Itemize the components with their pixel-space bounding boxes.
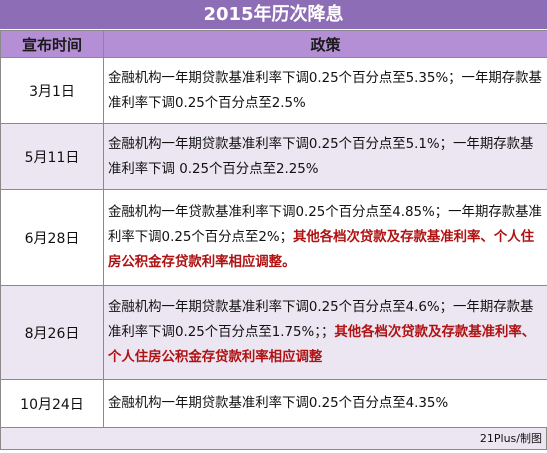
row-date: 8月26日 — [0, 285, 104, 380]
header-policy: 政策 — [103, 30, 547, 58]
header-row: 宣布时间 政策 — [0, 30, 547, 58]
row-date: 6月28日 — [0, 189, 104, 286]
policy-text: 金融机构一年期贷款基准利率下调0.25个百分点至5.1%；一年期存款基准利率下调… — [108, 136, 534, 177]
table-row: 6月28日 金融机构一年贷款基准利率下调0.25个百分点至4.85%；一年期存款… — [0, 189, 547, 286]
table-row: 5月11日 金融机构一年期贷款基准利率下调0.25个百分点至5.1%；一年期存款… — [0, 123, 547, 190]
credit-footer: 21Plus/制图 — [0, 428, 547, 450]
policy-text: 金融机构一年期贷款基准利率下调0.25个百分点至5.35%；一年期存款基准利率下… — [108, 70, 542, 111]
row-date: 3月1日 — [0, 57, 104, 124]
table-row: 10月24日 金融机构一年期贷款基准利率下调0.25个百分点至4.35% — [0, 379, 547, 428]
row-date: 10月24日 — [0, 379, 104, 428]
policy-text: 金融机构一年期贷款基准利率下调0.25个百分点至4.35% — [108, 396, 449, 411]
rate-cut-table: 宣布时间 政策 3月1日 金融机构一年期贷款基准利率下调0.25个百分点至5.3… — [0, 30, 547, 428]
row-policy: 金融机构一年期贷款基准利率下调0.25个百分点至5.35%；一年期存款基准利率下… — [103, 57, 547, 124]
row-policy: 金融机构一年期贷款基准利率下调0.25个百分点至4.35% — [103, 379, 547, 428]
table-row: 8月26日 金融机构一年期贷款基准利率下调0.25个百分点至4.6%；一年期存款… — [0, 285, 547, 380]
row-policy: 金融机构一年期贷款基准利率下调0.25个百分点至5.1%；一年期存款基准利率下调… — [103, 123, 547, 190]
row-date: 5月11日 — [0, 123, 104, 190]
header-date: 宣布时间 — [0, 30, 104, 58]
row-policy: 金融机构一年期贷款基准利率下调0.25个百分点至4.6%；一年期存款基准利率下调… — [103, 285, 547, 380]
table-row: 3月1日 金融机构一年期贷款基准利率下调0.25个百分点至5.35%；一年期存款… — [0, 57, 547, 124]
table-title: 2015年历次降息 — [0, 0, 547, 30]
policy-text: 金融机构一年期贷款基准利率下调0.25个百分点至4.6%；一年期存款基准利率下调… — [108, 300, 534, 340]
policy-text: 金融机构一年贷款基准利率下调0.25个百分点至4.85%；一年期存款基准利率下调… — [108, 205, 542, 245]
row-policy: 金融机构一年贷款基准利率下调0.25个百分点至4.85%；一年期存款基准利率下调… — [103, 189, 547, 286]
policy-highlight: 其他各档次贷款及存款基准利率、个人住房公积金存贷款利率相应调整 — [108, 325, 536, 365]
credit-text: 21Plus/制图 — [479, 432, 542, 445]
policy-highlight: 其他各档次贷款及存款基准利率、个人住房公积金存贷款利率相应调整。 — [108, 230, 534, 270]
